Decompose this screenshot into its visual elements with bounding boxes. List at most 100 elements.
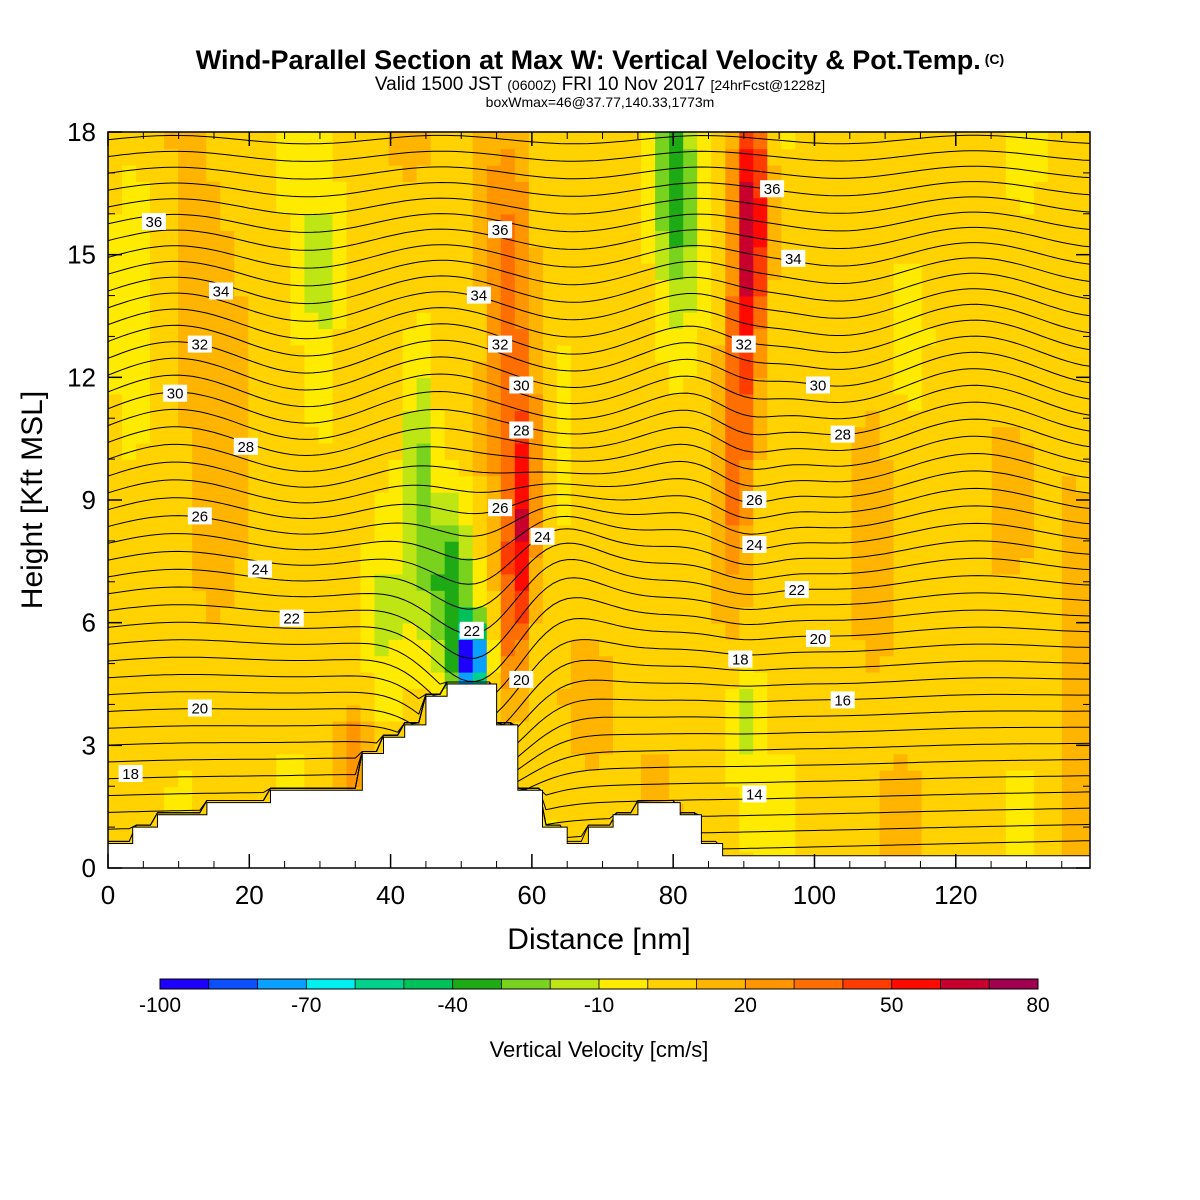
shading-cell: [767, 132, 783, 150]
shading-cell: [907, 311, 923, 330]
shading-cell: [879, 639, 895, 657]
shading-cell: [458, 164, 474, 182]
contour-label-bg: [488, 499, 513, 517]
shading-cell: [556, 279, 572, 297]
shading-cell: [753, 622, 769, 640]
shading-cell: [402, 344, 418, 362]
shading-cell: [234, 295, 250, 313]
shading-cell: [388, 181, 404, 199]
shading-cell: [164, 573, 179, 591]
shading-cell: [641, 328, 656, 346]
contour-label: 26: [742, 491, 767, 509]
shading-cell: [1047, 213, 1063, 231]
shading-cell: [907, 426, 923, 444]
shading-cell: [879, 769, 895, 788]
shading-cell: [1047, 491, 1063, 509]
shading-cell: [963, 557, 979, 575]
shading-cell: [332, 508, 348, 526]
shading-cell: [542, 606, 558, 624]
shading-cell: [949, 655, 965, 673]
contour-label: 34: [466, 286, 491, 305]
shading-cell: [907, 197, 923, 215]
shading-cell: [150, 704, 165, 722]
shading-cell: [1061, 769, 1077, 788]
shading-cell: [262, 148, 278, 166]
shading-cell: [1076, 835, 1090, 853]
shading-cell: [655, 720, 670, 738]
shading-cell: [206, 132, 221, 150]
contour-label-bg: [209, 282, 233, 300]
shading-cell: [388, 704, 404, 722]
shading-cell: [486, 377, 502, 395]
shading-cell: [178, 606, 193, 624]
shading-cell: [613, 410, 628, 428]
shading-cell: [1047, 197, 1063, 215]
shading-cell: [108, 818, 123, 837]
shading-cell: [108, 688, 123, 706]
shading-cell: [318, 688, 334, 706]
shading-cell: [697, 311, 712, 330]
shading-cell: [150, 279, 165, 297]
shading-cell: [613, 475, 628, 493]
contour-label-text: 34: [471, 288, 488, 305]
shading-cell: [206, 769, 221, 788]
shading-cell: [1076, 230, 1090, 248]
shading-cell: [977, 835, 993, 853]
shading-cell: [570, 148, 586, 166]
shading-cell: [388, 720, 404, 738]
shading-cell: [374, 132, 390, 150]
shading-cell: [304, 164, 320, 182]
shading-cell: [290, 753, 306, 771]
shading-cell: [767, 475, 783, 493]
shading-cell: [486, 442, 502, 460]
shading-cell: [697, 622, 712, 640]
shading-cell: [1033, 361, 1049, 379]
shading-cell: [388, 426, 404, 444]
shading-cell: [164, 148, 179, 166]
shading-cell: [865, 344, 881, 362]
shading-cell: [781, 671, 797, 689]
shading-cell: [711, 132, 726, 150]
shading-cell: [697, 262, 712, 280]
shading-cell: [683, 475, 698, 493]
isentrope-line: [108, 319, 1090, 357]
shading-cell: [164, 213, 179, 231]
shading-cell: [767, 769, 783, 788]
shading-cell: [528, 148, 544, 166]
shading-cell: [599, 688, 614, 706]
shading-cell: [1076, 704, 1090, 722]
shading-cell: [458, 491, 474, 509]
shading-cell: [570, 769, 586, 788]
shading-cell: [1033, 606, 1049, 624]
shading-cell: [192, 197, 207, 215]
shading-cell: [683, 295, 698, 313]
shading-cell: [977, 540, 993, 559]
shading-cell: [122, 688, 137, 706]
shading-cell: [346, 328, 362, 346]
shading-cell: [1033, 753, 1049, 771]
shading-cell: [627, 459, 642, 477]
shading-cell: [164, 459, 179, 477]
shading-cell: [809, 197, 825, 215]
shading-cell: [753, 132, 769, 150]
shading-cell: [472, 606, 488, 624]
shading-cell: [220, 295, 235, 313]
shading-cell: [879, 786, 895, 804]
shading-cell: [599, 639, 614, 657]
shading-cell: [599, 769, 614, 788]
shading-cell: [613, 442, 628, 460]
shading-cell: [977, 246, 993, 264]
shading-cell: [220, 311, 235, 330]
shading-cell: [1061, 557, 1077, 575]
shading-cell: [136, 426, 151, 444]
shading-cell: [192, 410, 207, 428]
valid-zulu: (0600Z): [507, 77, 557, 93]
shading-cell: [711, 590, 726, 608]
shading-cell: [935, 361, 951, 379]
shading-cell: [753, 311, 769, 330]
shading-cell: [164, 655, 179, 673]
shading-cell: [977, 606, 993, 624]
shading-cell: [851, 688, 867, 706]
shading-cell: [739, 688, 755, 706]
shading-cell: [290, 573, 306, 591]
